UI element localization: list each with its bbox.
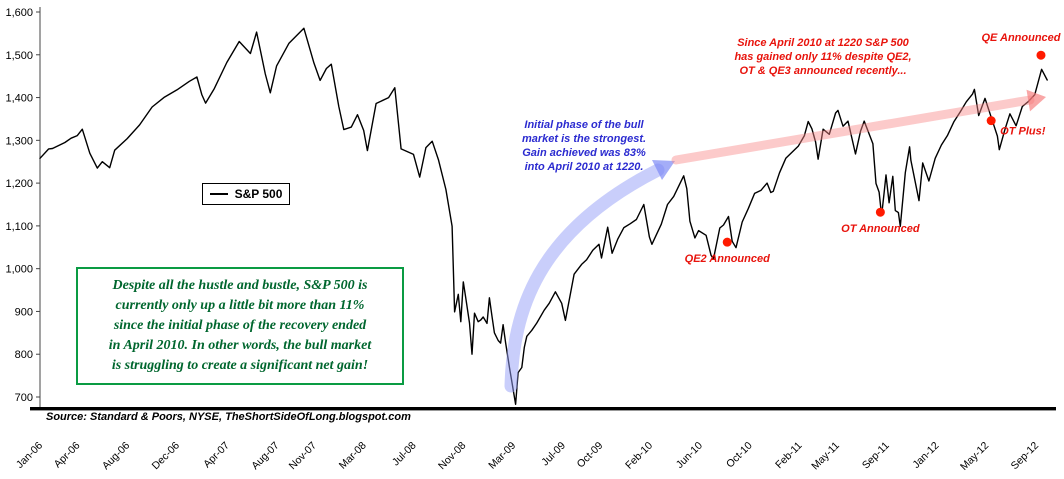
x-tick-label: Sep-11 [860,440,892,472]
x-tick-label: Nov-08 [436,440,469,473]
x-tick-label: Jul-09 [539,440,568,469]
x-tick-label: Feb-10 [623,440,655,472]
event-label: QE Announced [981,32,1060,44]
y-tick-label: 700 [15,392,33,404]
sp500-line [39,27,1048,405]
annotation-line: Since April 2010 at 1220 S&P 500 [737,37,909,49]
annotation-line: market is the strongest. [521,133,647,145]
y-tick-label: 1,100 [5,221,33,233]
x-tick-label: Apr-06 [52,440,83,471]
commentary-line: Despite all the hustle and bustle, S&P 5… [112,278,368,293]
x-tick-label: Jun-10 [674,440,705,471]
bull-phase-arrow [504,163,665,393]
annotation-line: into April 2010 at 1220. [524,161,644,173]
x-tick-label: Aug-06 [100,440,133,473]
x-tick-label: Jan-06 [14,440,45,471]
source-note: Source: Standard & Poors, NYSE, TheShort… [46,411,411,423]
x-axis [30,407,1056,411]
x-tick-label: Oct-09 [575,440,606,471]
x-tick-label: Dec-06 [150,440,183,473]
x-tick-label: Oct-10 [724,440,755,471]
commentary-box: Despite all the hustle and bustle, S&P 5… [76,267,404,385]
annotation-line: Initial phase of the bull [524,119,644,131]
y-tick-label: 1,500 [5,50,33,62]
x-tick-label: Feb-11 [773,440,805,472]
commentary-line: is struggling to create a significant ne… [111,358,369,373]
qe-gain-annotation: Since April 2010 at 1220 S&P 500 has gai… [722,36,924,78]
slow-gain-arrow [671,95,1035,165]
event-dot [722,237,732,247]
y-tick-label: 1,400 [5,93,33,105]
x-tick-label: Apr-07 [201,440,232,471]
commentary-line: since the initial phase of the recovery … [113,318,367,333]
x-tick-label: Aug-07 [249,440,282,473]
commentary-line: currently only up a little bit more than… [115,298,365,313]
annotation-line: OT & QE3 announced recently... [739,65,907,77]
x-tick-label: Mar-09 [486,440,518,472]
annotation-line: Gain achieved was 83% [522,147,646,159]
x-tick-label: May-11 [809,440,842,473]
x-tick-label: Nov-07 [287,440,320,473]
event-dot [875,207,885,217]
x-tick-label: Sep-12 [1009,440,1042,473]
event-label: OT Announced [841,223,920,235]
x-tick-label: Mar-08 [337,440,369,472]
legend-line-sample [209,193,228,195]
y-tick-label: 1,000 [5,264,33,276]
x-tick-label: Jul-08 [390,440,419,469]
annotation-line: has gained only 11% despite QE2, [734,51,912,63]
bull-phase-arrowhead [652,160,675,180]
legend-label: S&P 500 [234,187,283,201]
y-tick-label: 900 [15,306,33,318]
event-label: QE2 Announced [685,253,770,265]
slow-gain-arrowhead [1026,89,1046,112]
bull-phase-annotation: Initial phase of the bull market is the … [498,118,670,174]
y-tick-label: 1,200 [5,178,33,190]
y-tick-label: 800 [15,349,33,361]
x-tick-label: May-12 [958,440,991,473]
commentary-line: in April 2010. In other words, the bull … [108,338,372,353]
y-tick-label: 1,600 [5,7,33,19]
y-tick-label: 1,300 [5,135,33,147]
x-tick-label: Jan-12 [910,440,941,471]
event-dot [986,116,996,126]
event-dot [1036,50,1046,60]
event-label: OT Plus! [1000,126,1046,138]
chart-legend: S&P 500 [202,183,290,205]
